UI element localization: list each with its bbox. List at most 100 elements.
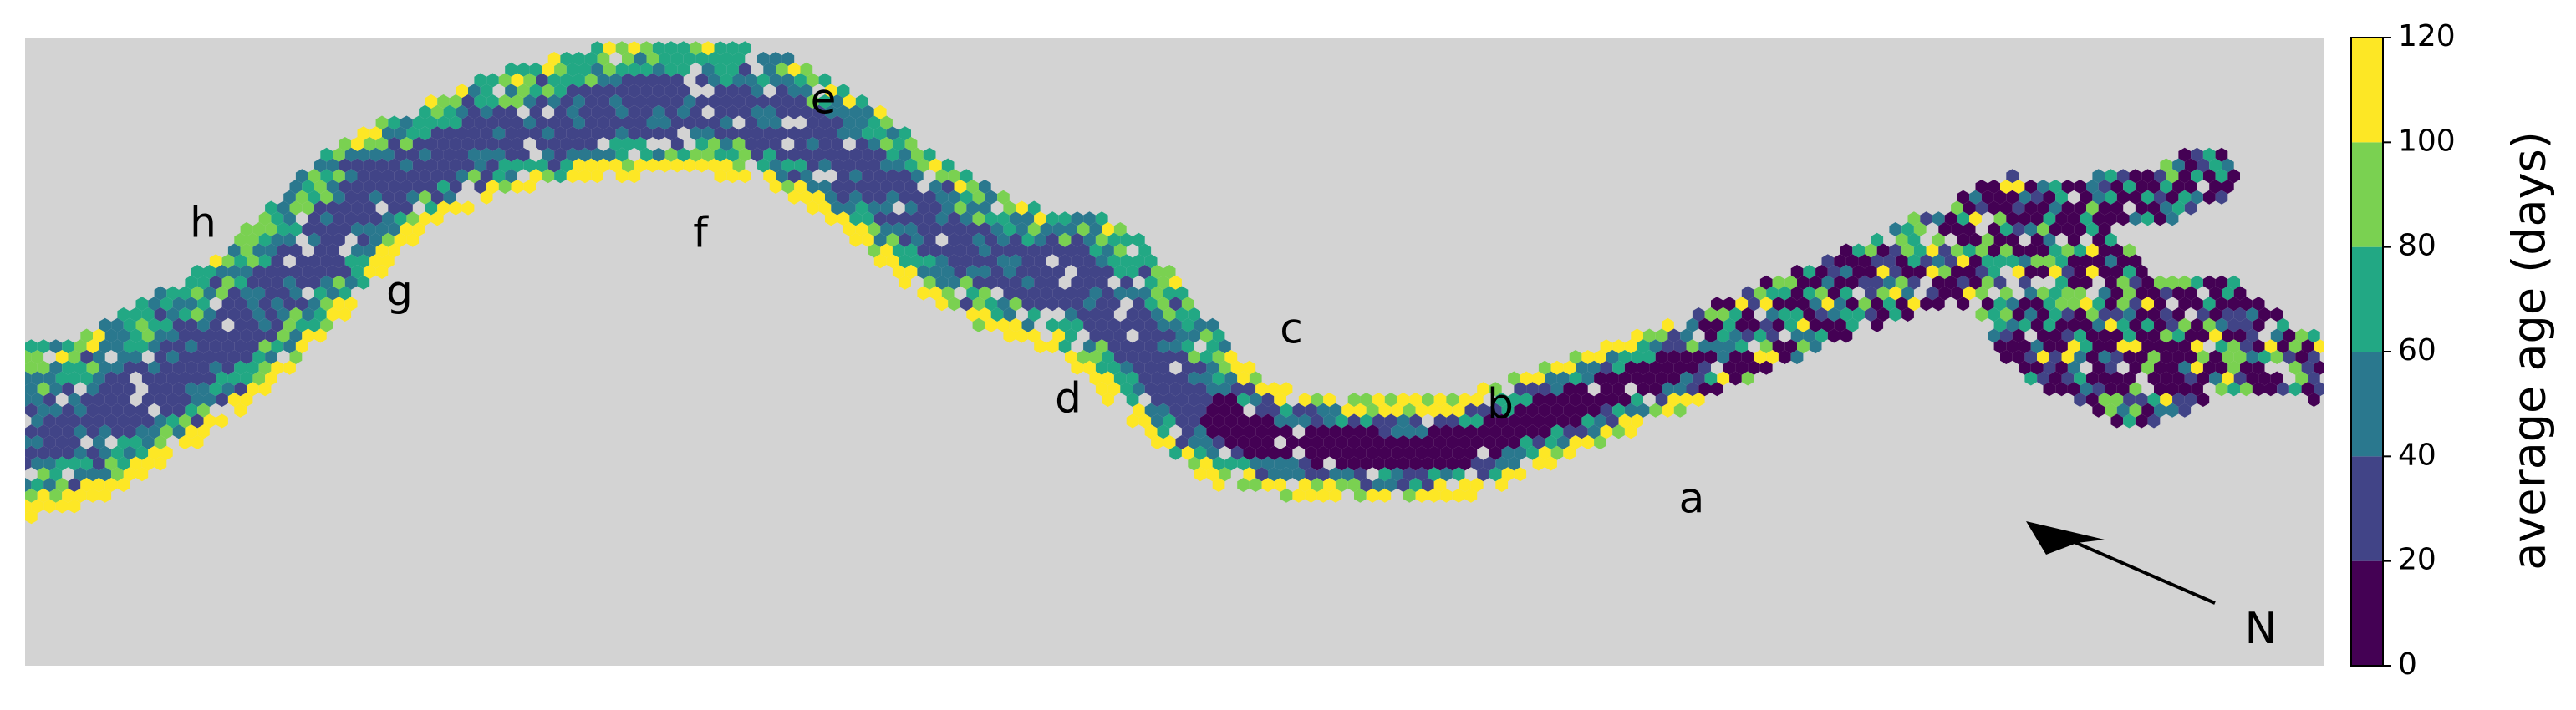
hexbin-cell	[1545, 413, 1557, 429]
hexbin-cell	[1422, 393, 1434, 407]
hexbin-cell	[1520, 393, 1533, 407]
hexbin-cell	[1169, 382, 1182, 397]
hexbin-cell	[2055, 339, 2068, 354]
hexbin-cell	[972, 211, 985, 226]
hexbin-cell	[357, 169, 370, 184]
hexbin-cell	[880, 137, 893, 151]
hexbin-cell	[1464, 403, 1478, 418]
hexbin-cell	[320, 275, 333, 290]
hexbin-cell	[948, 211, 960, 226]
hexbin-cell	[1871, 275, 1884, 290]
hexbin-cell	[603, 41, 616, 56]
hexbin-cell	[191, 286, 204, 301]
hexbin-cell	[1016, 200, 1028, 216]
hexbin-cell	[2123, 180, 2136, 194]
hexbin-cell	[2215, 190, 2228, 205]
hexbin-cell	[197, 275, 210, 290]
hexbin-cell	[664, 126, 678, 141]
hexbin-cell	[1163, 413, 1176, 429]
hexbin-cell	[695, 137, 709, 151]
hexbin-cell	[787, 62, 801, 77]
hexbin-cell	[1144, 360, 1158, 375]
hexbin-cell	[1194, 445, 1207, 460]
hexbin-cell	[2067, 211, 2080, 226]
hexbin-cell	[2116, 317, 2130, 332]
hexbin-cell	[812, 190, 825, 205]
hexbin-cell	[948, 190, 960, 205]
hexbin-cell	[93, 435, 105, 449]
hexbin-cell	[917, 286, 930, 301]
hexbin-cell	[1569, 413, 1582, 429]
hexbin-cell	[160, 360, 173, 375]
hexbin-cell	[1612, 382, 1625, 397]
hexbin-cell	[2110, 328, 2124, 343]
hexbin-cell	[148, 339, 160, 354]
hexbin-cell	[2116, 169, 2130, 184]
hexbin-cell	[1329, 403, 1342, 418]
hexbin-cell	[781, 73, 795, 88]
hexbin-cell	[670, 137, 684, 151]
hexbin-cell	[1772, 275, 1785, 290]
hexbin-cell	[80, 413, 93, 429]
hexbin-cell	[2135, 413, 2148, 429]
hexbin-cell	[990, 307, 1004, 322]
hexbin-cell	[1255, 424, 1268, 439]
hexbin-cell	[1378, 445, 1392, 460]
hexbin-cell	[1113, 286, 1127, 301]
hexbin-cell	[1594, 435, 1606, 449]
hexbin-cell	[1803, 265, 1816, 279]
hexbin-cell	[960, 275, 973, 290]
hexbin-cell	[2147, 328, 2161, 343]
hexbin-cell	[326, 243, 339, 258]
hexbin-cell	[1102, 371, 1114, 386]
hexbin-cell	[2184, 371, 2197, 386]
hexbin-cell	[474, 73, 487, 88]
hexbin-cell	[1594, 413, 1606, 429]
hexbin-cell	[1237, 456, 1250, 471]
hexbin-cell	[972, 190, 985, 205]
hexbin-cell	[2178, 190, 2192, 205]
hexbin-cell	[1181, 297, 1194, 312]
hexbin-cell	[1157, 339, 1170, 354]
hexbin-cell	[1692, 371, 1705, 386]
hexbin-cell	[1993, 190, 2007, 205]
hexbin-cell	[720, 52, 733, 66]
hexbin-cell	[308, 254, 321, 269]
hexbin-cell	[714, 41, 727, 56]
hexbin-cell	[2006, 169, 2019, 184]
hexbin-cell	[1889, 243, 1902, 258]
hexbin-cell	[843, 94, 856, 109]
hexbin-cell	[1803, 286, 1816, 301]
hexbin-cell	[123, 424, 136, 439]
hexbin-cell	[333, 254, 345, 269]
hexbin-cell	[904, 200, 918, 216]
hexbin-cell	[1704, 307, 1718, 322]
hexbin-cell	[763, 169, 776, 184]
hexbin-cell	[277, 265, 290, 279]
hexbin-cell	[873, 126, 887, 141]
hexbin-cell	[234, 275, 247, 290]
hexbin-cell	[111, 339, 124, 354]
hexbin-cell	[1305, 488, 1317, 503]
hexbin-cell	[308, 190, 321, 205]
hexbin-cell	[1784, 275, 1797, 290]
hexbin-cell	[375, 137, 389, 151]
hexbin-cell	[80, 478, 93, 492]
hexbin-cell	[1907, 232, 1921, 247]
hexbin-cell	[2037, 286, 2049, 301]
hexbin-cell	[862, 190, 874, 205]
hexbin-cell	[394, 169, 407, 184]
hexbin-cell	[369, 190, 382, 205]
hexbin-cell	[2209, 350, 2222, 364]
hexbin-cell	[1065, 286, 1077, 301]
hexbin-cell	[1144, 424, 1158, 439]
hexbin-cell	[1871, 297, 1884, 312]
hexbin-cell	[1729, 371, 1742, 386]
hexbin-cell	[2037, 328, 2049, 343]
hexbin-cell	[31, 350, 44, 364]
hexbin-cell	[49, 339, 63, 354]
hexbin-cell	[1133, 360, 1145, 375]
hexbin-cell	[720, 73, 733, 88]
hexbin-cell	[1144, 403, 1158, 418]
hexbin-cell	[31, 478, 44, 492]
